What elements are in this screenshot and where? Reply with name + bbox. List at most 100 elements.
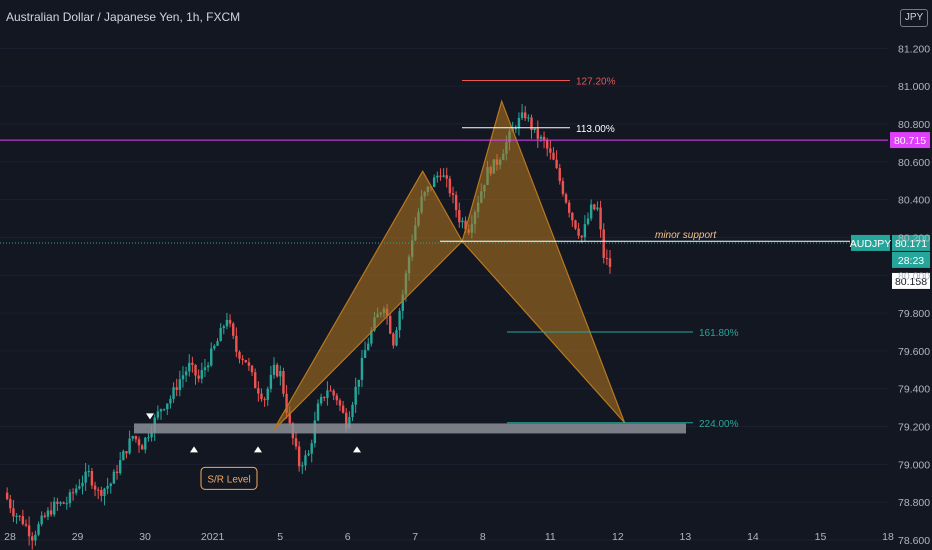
candle-body [65, 503, 68, 505]
candle-body [564, 194, 568, 203]
candle-body [9, 499, 12, 509]
magenta-price-label: 80.715 [894, 135, 926, 147]
candle-body [178, 379, 182, 390]
candle-body [140, 445, 144, 450]
candle-body [250, 365, 254, 373]
candle-body [520, 112, 524, 118]
fib-label: 113.00% [576, 124, 615, 135]
candle-body [12, 508, 15, 517]
candle-body [533, 128, 536, 130]
candle-body [103, 488, 106, 496]
marker-triangle [254, 446, 262, 453]
countdown-label: 28:23 [898, 255, 924, 267]
candle-body [398, 310, 401, 331]
candle-body [360, 357, 364, 380]
candle-body [46, 510, 50, 517]
candle-body [589, 204, 593, 219]
candle-body [156, 411, 160, 418]
chart-title: Australian Dollar / Japanese Yen, 1h, FX… [6, 10, 241, 24]
x-tick-label: 7 [412, 531, 418, 543]
candle-body [571, 212, 574, 221]
candle-body [436, 175, 439, 178]
candle-body [351, 404, 354, 418]
candle-body [40, 515, 43, 525]
pattern-xab [272, 170, 463, 431]
candle-body [335, 395, 339, 401]
candle-body [27, 525, 31, 537]
candle-body [37, 524, 40, 535]
candle-body [445, 175, 448, 179]
candle-body [272, 364, 276, 375]
sr-zone [134, 423, 686, 434]
y-tick-label: 79.600 [898, 346, 930, 358]
candle-body [577, 228, 580, 236]
candle-body [5, 492, 9, 500]
candle-body [71, 492, 75, 494]
candle-body [329, 390, 332, 392]
candle-body [574, 220, 577, 229]
candle-body [527, 117, 530, 119]
candle-body [266, 388, 269, 400]
candle-body [109, 483, 112, 487]
candle-body [517, 117, 521, 129]
candle-body [181, 375, 185, 380]
candle-body [454, 195, 458, 211]
time-axis: 28 29 30 2021 5 6 7 8 11 12 13 14 15 18 [4, 531, 894, 543]
candle-body [169, 398, 172, 404]
y-tick-label: 81.200 [898, 43, 930, 55]
candle-body [263, 399, 266, 401]
candle-body [285, 393, 288, 413]
candle-body [188, 362, 191, 372]
candle-body [555, 159, 558, 169]
candle-body [288, 412, 291, 424]
candle-body [191, 362, 194, 365]
overlays: 127.20% 113.00% 161.80% 224.00% minor suppor… [0, 77, 930, 490]
candle-body [56, 501, 59, 504]
candle-body [147, 437, 150, 439]
fib-label: 127.20% [576, 77, 616, 88]
candle-body [200, 370, 204, 379]
y-tick-label: 80.200 [898, 232, 930, 244]
candle-body [43, 515, 47, 517]
candle-body [370, 330, 373, 344]
y-tick-label: 79.200 [898, 422, 930, 434]
last-price-label: 80.171 [895, 238, 927, 250]
x-tick-label: 2021 [201, 531, 225, 543]
candle-body [253, 372, 257, 389]
candle-body [596, 207, 599, 210]
candle-body [162, 409, 166, 411]
candle-body [247, 362, 251, 366]
candle-body [150, 432, 153, 438]
candle-body [269, 374, 273, 389]
fib-label: 224.00% [699, 419, 739, 430]
candle-body [282, 371, 285, 394]
candle-body [326, 390, 329, 398]
y-tick-label: 80.000 [898, 270, 930, 282]
candle-body [106, 486, 109, 489]
candle-body [244, 360, 247, 363]
candle-body [24, 524, 28, 526]
candle-body [602, 229, 605, 259]
candle-body [464, 220, 467, 230]
candle-body [542, 136, 546, 141]
candle-body [367, 343, 370, 351]
candle-body [206, 365, 210, 368]
y-tick-label: 79.400 [898, 384, 930, 396]
candle-body [15, 515, 18, 517]
candle-body [84, 471, 87, 483]
y-tick-label: 79.000 [898, 459, 930, 471]
candle-body [401, 294, 404, 311]
currency-badge[interactable]: JPY [900, 9, 928, 27]
x-tick-label: 12 [612, 531, 624, 543]
candle-body [354, 386, 357, 405]
candle-body [34, 534, 37, 541]
candle-body [238, 351, 241, 359]
candle-body [122, 451, 125, 461]
candle-body [605, 258, 609, 260]
pattern-bcd [461, 99, 626, 424]
y-tick-label: 81.000 [898, 81, 930, 93]
candle-body [53, 501, 56, 515]
candle-body [451, 193, 455, 196]
candle-body [232, 323, 235, 336]
